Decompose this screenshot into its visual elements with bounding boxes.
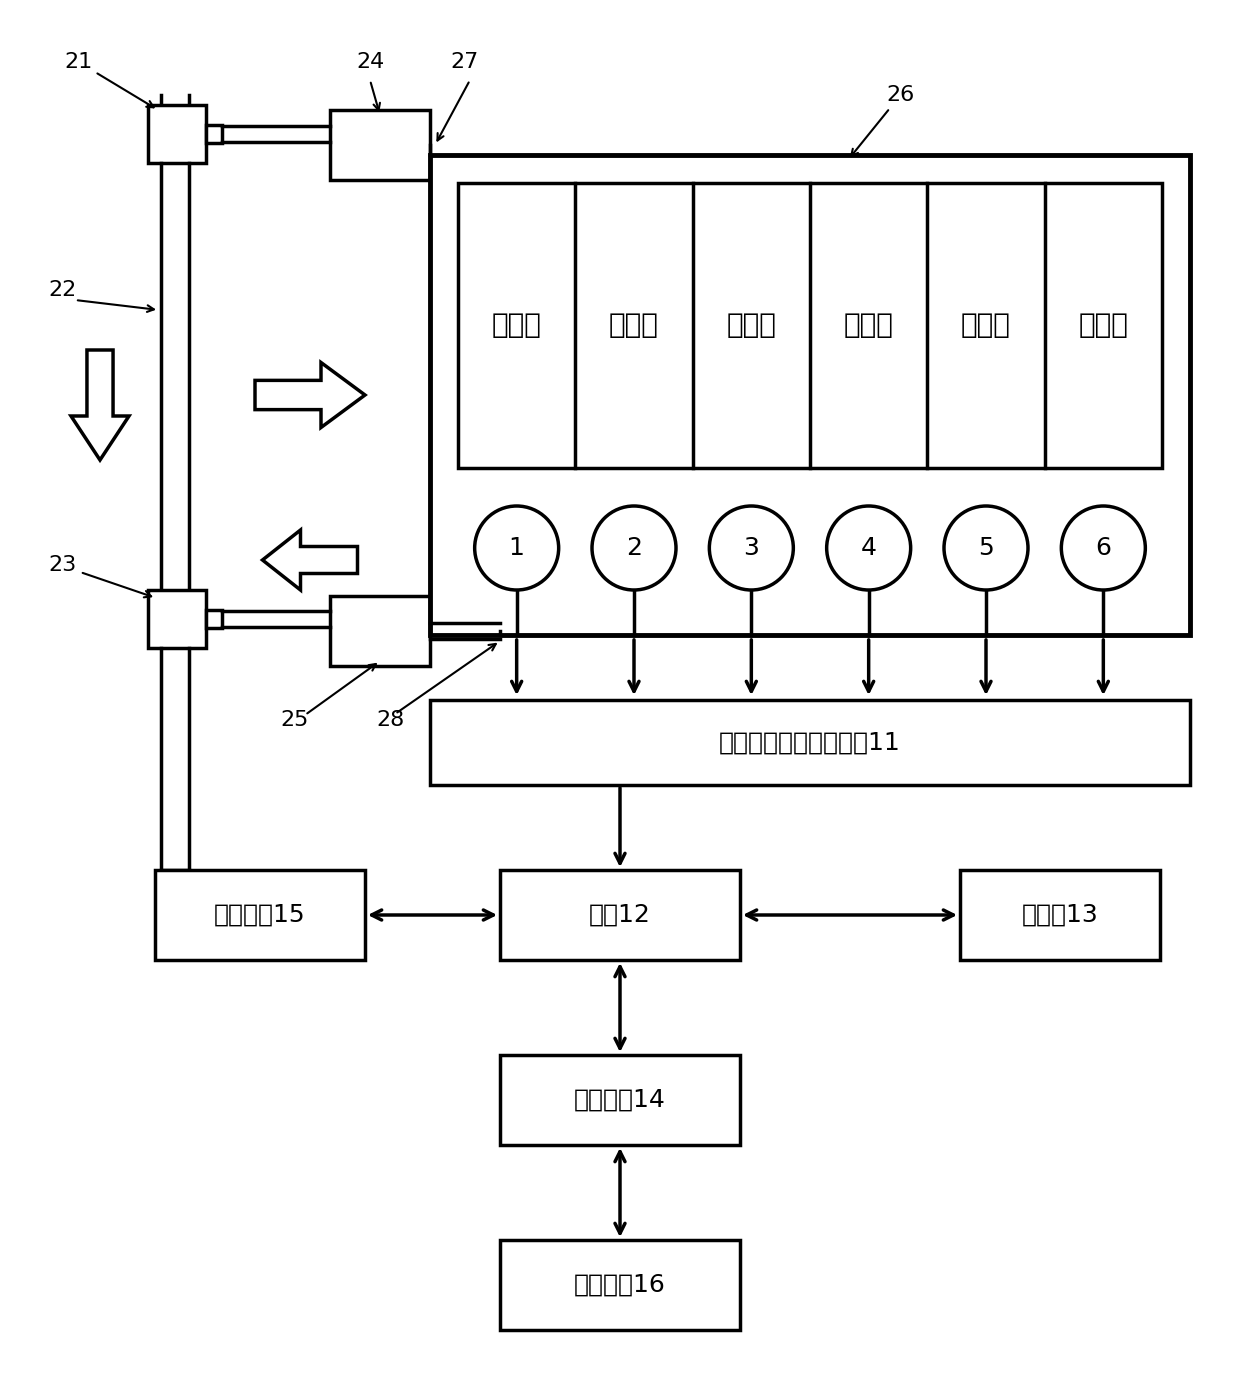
Bar — [330, 596, 430, 666]
Bar — [430, 155, 1190, 635]
Text: 钓离子: 钓离子 — [727, 311, 776, 339]
Bar — [500, 870, 740, 960]
Polygon shape — [263, 530, 357, 591]
Text: 5: 5 — [978, 536, 994, 560]
Text: 钒离子: 钒离子 — [492, 311, 542, 339]
Bar — [500, 1055, 740, 1145]
Text: 氯离子: 氯离子 — [843, 311, 894, 339]
Text: 25: 25 — [280, 711, 309, 730]
Text: 3: 3 — [744, 536, 759, 560]
Text: 6: 6 — [1095, 536, 1111, 560]
Text: 21: 21 — [64, 52, 92, 73]
Ellipse shape — [709, 505, 794, 591]
Ellipse shape — [475, 505, 559, 591]
Bar — [206, 126, 222, 142]
Text: 23: 23 — [48, 556, 76, 575]
Bar — [148, 105, 206, 163]
Bar — [148, 591, 206, 648]
Text: 1: 1 — [508, 536, 525, 560]
Bar — [430, 699, 1190, 785]
Text: 通讯单元14: 通讯单元14 — [574, 1087, 666, 1113]
Text: 输入单元15: 输入单元15 — [215, 903, 306, 927]
Text: 4: 4 — [861, 536, 877, 560]
Polygon shape — [255, 363, 365, 427]
Polygon shape — [71, 350, 129, 461]
Ellipse shape — [827, 505, 910, 591]
Text: 26: 26 — [885, 85, 914, 105]
Bar — [960, 870, 1159, 960]
Bar — [155, 870, 365, 960]
Bar — [206, 610, 222, 628]
Text: 主机12: 主机12 — [589, 903, 651, 927]
Ellipse shape — [944, 505, 1028, 591]
Ellipse shape — [1061, 505, 1146, 591]
Text: 尿肌鄰: 尿肌鄰 — [961, 311, 1011, 339]
Text: 22: 22 — [48, 281, 76, 300]
Text: 28: 28 — [376, 711, 404, 730]
Text: 尿蛋白: 尿蛋白 — [1079, 311, 1128, 339]
Text: 移动终端16: 移动终端16 — [574, 1273, 666, 1297]
Bar — [500, 1240, 740, 1330]
Text: 动态尿液参数监测单元11: 动态尿液参数监测单元11 — [719, 730, 901, 754]
Text: 27: 27 — [451, 52, 479, 73]
Text: 显示厓13: 显示厓13 — [1022, 903, 1099, 927]
Text: 2: 2 — [626, 536, 642, 560]
Bar — [330, 110, 430, 180]
Text: 24: 24 — [356, 52, 384, 73]
Text: 馒离子: 馒离子 — [609, 311, 658, 339]
Ellipse shape — [591, 505, 676, 591]
Bar — [458, 183, 1162, 468]
